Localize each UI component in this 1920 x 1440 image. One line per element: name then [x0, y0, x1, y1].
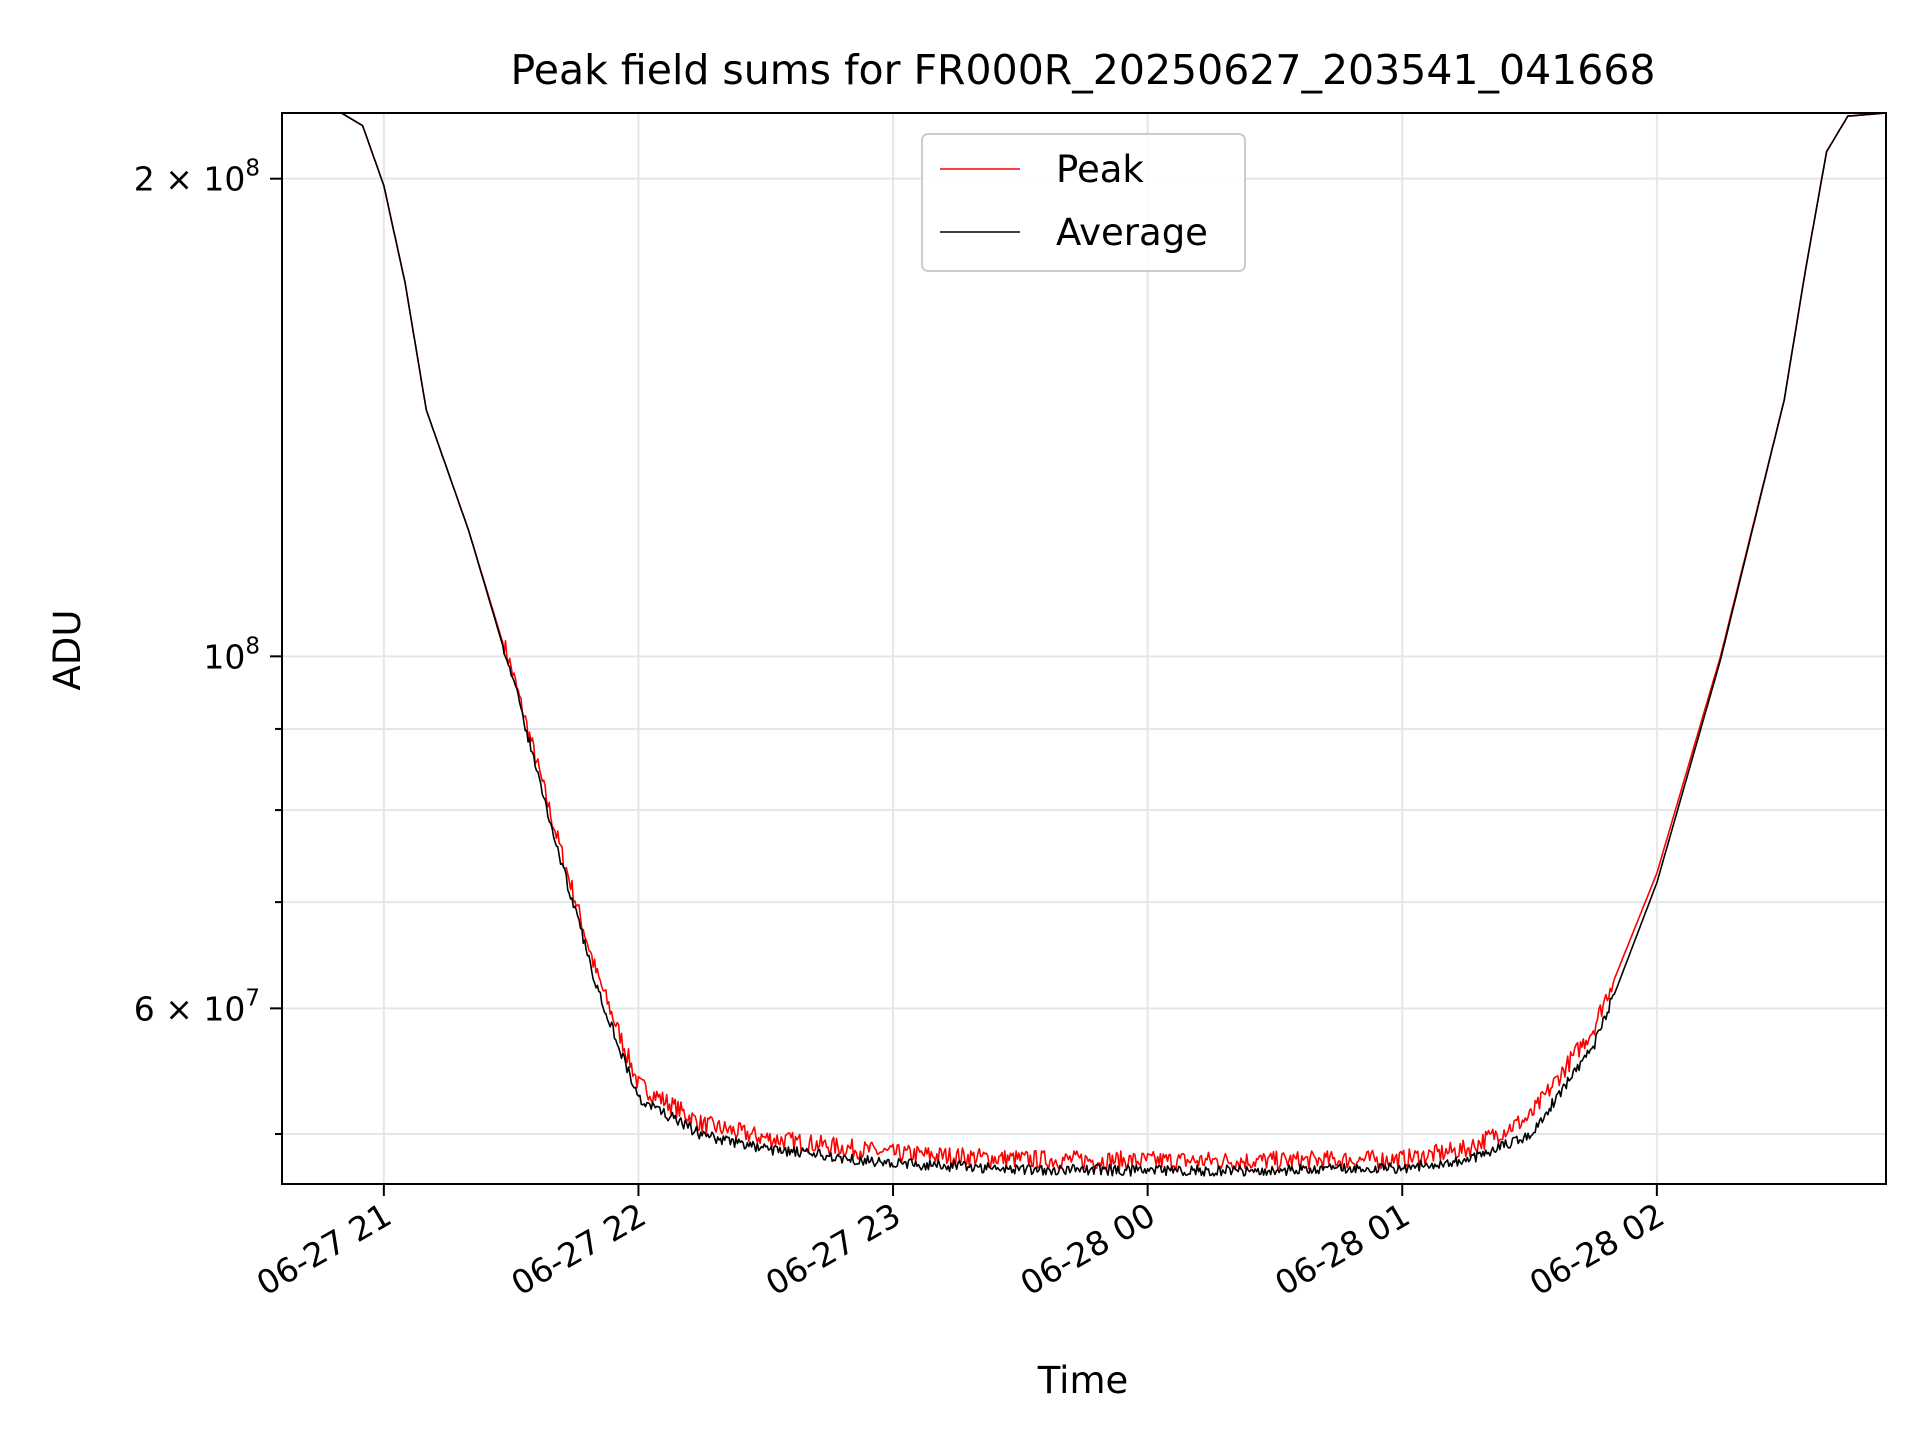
series-line-average — [282, 113, 1886, 1177]
series-line-peak — [282, 113, 1886, 1171]
plot-frame — [281, 112, 1887, 1185]
y-axis-label: ADU — [46, 610, 89, 691]
legend: Peak Average — [921, 133, 1246, 272]
chart-title: Peak field sums for FR000R_20250627_2035… — [511, 46, 1656, 94]
series-layer — [282, 113, 1886, 1177]
y-tick-label: 108 — [203, 633, 260, 676]
y-tick-label: 2 × 108 — [134, 156, 260, 199]
legend-label-average: Average — [1056, 211, 1208, 254]
y-tick-label: 6 × 107 — [134, 985, 260, 1028]
legend-label-peak: Peak — [1056, 148, 1144, 191]
y-axis: 108 6 × 107 2 × 108 — [134, 156, 282, 1135]
x-axis-label: Time — [1037, 1359, 1129, 1402]
